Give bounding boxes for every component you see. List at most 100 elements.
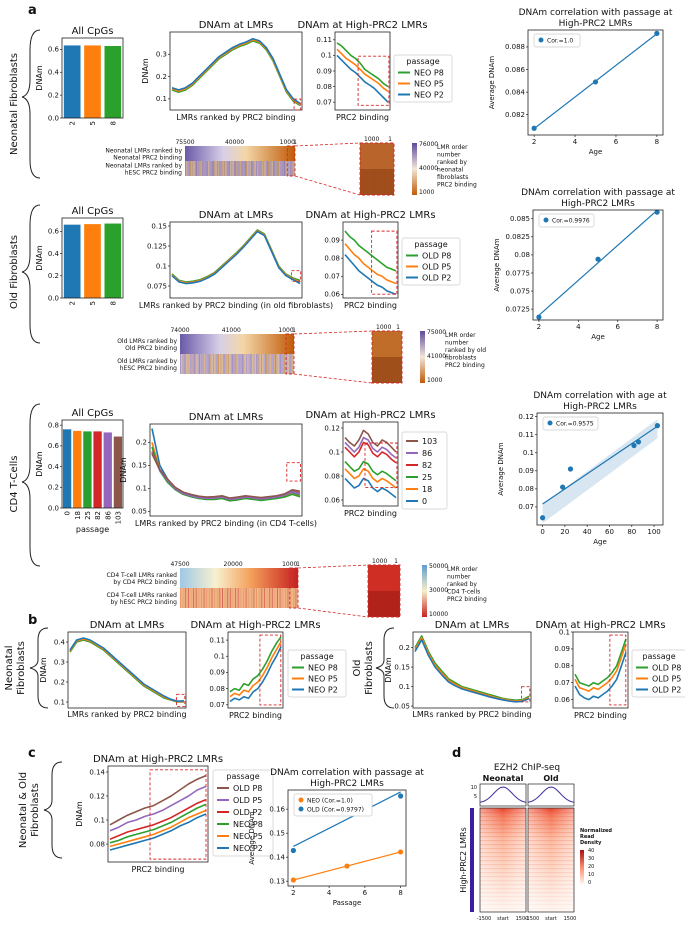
heatmap-stripe — [201, 354, 203, 374]
bar-18 — [73, 430, 82, 508]
zoom-stripe — [388, 169, 390, 195]
chart-a3_bar: All CpGs 0 18 25 82 86 103 0.0 0.2 0.4 0.6 0.8 DNAm p… — [35, 408, 124, 534]
heatmap-stripe — [263, 161, 265, 176]
zoom-stripe — [361, 169, 363, 195]
heatmap-stripe — [292, 161, 294, 176]
y-tick-label: 0.12 — [89, 792, 105, 800]
heatmap-stripe — [201, 588, 202, 608]
heatmap-stripe — [248, 588, 250, 608]
chart-title: DNAm at LMRs — [199, 20, 274, 31]
heatmap-stripe — [249, 161, 251, 176]
chart-title: DNAm at LMRs — [90, 620, 165, 631]
zoom-stripe — [375, 357, 376, 383]
series-line-old-p8 — [344, 230, 397, 272]
panel-label-d: d — [452, 746, 461, 761]
axes-frame — [67, 631, 187, 709]
heatmap-stripe — [182, 588, 184, 608]
zoom-stripe — [364, 169, 366, 195]
heatmap-stripe — [181, 588, 183, 608]
chart-b1_high: DNAm at High-PRC2 LMRs 0.07 0.08 0.09 0.1 0.1… — [190, 620, 347, 720]
row-label: by hESC PRC2 binding — [110, 599, 177, 606]
zoom-stripe — [382, 591, 384, 617]
x-tick-label: 40 — [583, 528, 592, 536]
y-tick-label: 0.11 — [209, 636, 225, 644]
chip-row — [480, 884, 526, 886]
zoom-stripe — [387, 357, 389, 383]
zoom-stripe — [377, 169, 379, 195]
chart-title: DNAm at High-PRC2 LMRs — [305, 410, 435, 421]
heatmap-stripe — [212, 354, 214, 374]
legend-box — [293, 793, 373, 817]
series-line-25 — [151, 446, 301, 502]
y-tick-label: 0.0825 — [506, 233, 531, 241]
legend-label: 18 — [422, 485, 432, 494]
highlight-box — [364, 442, 398, 488]
y-tick-label: 0.15 — [131, 462, 147, 470]
zoom-stripe — [373, 591, 375, 617]
svg-text:Fibroblasts: Fibroblasts — [364, 641, 375, 695]
chip-row — [480, 844, 526, 846]
heatmap-stripe — [277, 161, 279, 176]
chip-row — [528, 844, 574, 846]
zoom-stripe — [376, 591, 378, 617]
row-label: by CD4 PRC2 binding — [113, 579, 177, 586]
zoom-stripe — [368, 169, 370, 195]
heatmap-stripe — [185, 354, 187, 374]
zoom-stripe — [389, 169, 391, 195]
zoom-stripe — [390, 357, 392, 383]
heatmap-stripe — [282, 354, 284, 374]
y-tick-label: 0.4 — [54, 638, 66, 646]
chip-row — [480, 864, 526, 866]
heatmap-stripe — [278, 588, 280, 608]
zoom-stripe — [393, 169, 394, 195]
y-axis-label: Average DNAm — [497, 442, 505, 495]
row-label-neonatal: Neonatal Fibroblasts — [9, 29, 41, 179]
heatmap-stripe — [213, 161, 215, 176]
heatmap-stripe — [229, 588, 231, 608]
heatmap-stripe — [271, 354, 273, 374]
colorbar-tick: 41000 — [427, 353, 446, 360]
heatmap-stripe — [190, 354, 192, 374]
heatmap-stripe — [291, 354, 293, 374]
heatmap-stripe — [193, 354, 195, 374]
zoom-stripe — [386, 357, 388, 383]
heatmap-stripe — [274, 161, 276, 176]
heatmap-stripe — [191, 161, 193, 176]
heatmap-stripe — [257, 354, 259, 374]
zoom-stripe — [396, 357, 398, 383]
heatmap-stripe — [273, 588, 275, 608]
y-axis-label: Average DNAm — [493, 238, 501, 291]
heatmap-stripe — [192, 354, 194, 374]
x-axis-label: Age — [593, 538, 607, 546]
x-tick-label: 80 — [627, 528, 636, 536]
colorbar-tick: 1000 — [419, 189, 434, 196]
y-tick-label: 0.2 — [399, 644, 410, 652]
chart-a1_high: DNAm at High-PRC2 LMRs 0.07 0.08 0.09 0.1 0.1… — [297, 20, 453, 122]
heatmap-stripe — [262, 354, 264, 374]
chip-row — [480, 872, 526, 874]
colorbar-tick: 0 — [588, 880, 591, 886]
axes-frame — [532, 209, 664, 321]
data-point — [536, 314, 542, 320]
heatmap-stripe — [251, 161, 252, 176]
y-axis-label: DNAm — [75, 801, 84, 827]
heatmap-stripe — [249, 354, 251, 374]
chip-row — [480, 900, 526, 902]
heatmap-stripe — [273, 354, 275, 374]
heatmap-stripe — [261, 354, 263, 374]
zoom-tick-label: 1000 — [364, 136, 379, 143]
chip-frame — [527, 807, 575, 913]
x-tick-label: 2 — [532, 138, 536, 146]
regression-line — [293, 791, 401, 847]
heatmap-stripe — [188, 161, 190, 176]
heatmap-stripe — [204, 588, 206, 608]
y-tick-label: 0.3 — [156, 51, 167, 59]
zoom-stripe — [391, 357, 393, 383]
chip-row — [528, 852, 574, 854]
chip-row — [528, 908, 574, 910]
row-label-cd4: CD4 T-Cells — [9, 403, 41, 567]
heatmap-stripe — [258, 161, 260, 176]
heatmap-stripe — [235, 161, 237, 176]
heatmap-stripe — [242, 354, 244, 374]
heatmap-stripe — [203, 161, 205, 176]
